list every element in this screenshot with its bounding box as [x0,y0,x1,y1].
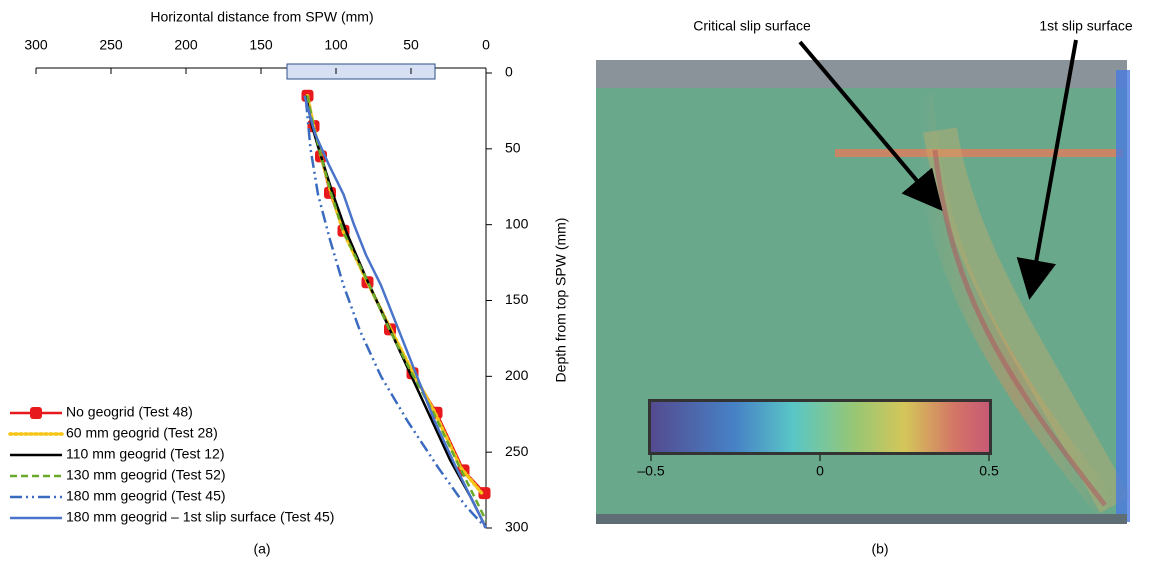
x-axis-title: Horizontal distance from SPW (mm) [150,9,373,25]
geogrid [835,149,1123,157]
x-tick-label: 0 [482,37,490,53]
legend-label: 110 mm geogrid (Test 12) [66,446,224,462]
annotation: 1st slip surface [1039,18,1133,34]
caption: (b) [871,541,888,557]
legend-label: 60 mm geogrid (Test 28) [66,425,218,441]
series-line [305,94,485,497]
x-tick-label: 250 [99,37,123,53]
x-tick-label: 50 [403,37,419,53]
x-tick-label: 100 [324,37,348,53]
y-tick-label: 0 [505,64,513,80]
colorbar-tick-label: 0.5 [979,463,999,479]
legend-label: No geogrid (Test 48) [66,404,193,420]
base [596,514,1127,524]
top-strip [596,60,1127,88]
colorbar-tick-label: 0 [816,463,824,479]
arrow [1016,39,1078,300]
first-band [923,127,1131,513]
arrow [798,40,943,212]
y-tick-label: 250 [505,443,529,459]
series-line [306,95,488,521]
annotation: Critical slip surface [693,18,811,34]
series-line [304,100,487,529]
y-tick-label: 100 [505,215,529,231]
critical-line [932,149,1107,507]
wall [1116,70,1130,522]
y-tick-label: 200 [505,367,529,383]
y-tick-label: 50 [505,140,521,156]
panel-b: Critical slip surface 1st slip surface (… [596,18,1133,557]
x-tick-label: 200 [174,37,198,53]
series-line [303,95,488,529]
x-tick-label: 300 [24,37,48,53]
caption: (a) [253,541,270,557]
y-tick-label: 300 [505,519,529,535]
y-tick-label: 150 [505,291,529,307]
spw-wall [286,63,436,80]
legend-label: 180 mm geogrid (Test 45) [66,488,226,504]
series-line [306,95,486,494]
y-axis-title: Depth from top SPW (mm) [553,218,569,383]
x-tick-label: 150 [249,37,273,53]
legend-label: 130 mm geogrid (Test 52) [66,467,226,483]
legend-marker [30,407,42,419]
colorbar-tick-label: –0.5 [637,463,664,479]
legend-label: 180 mm geogrid – 1st slip surface (Test … [66,509,334,525]
colorbar [651,402,989,452]
